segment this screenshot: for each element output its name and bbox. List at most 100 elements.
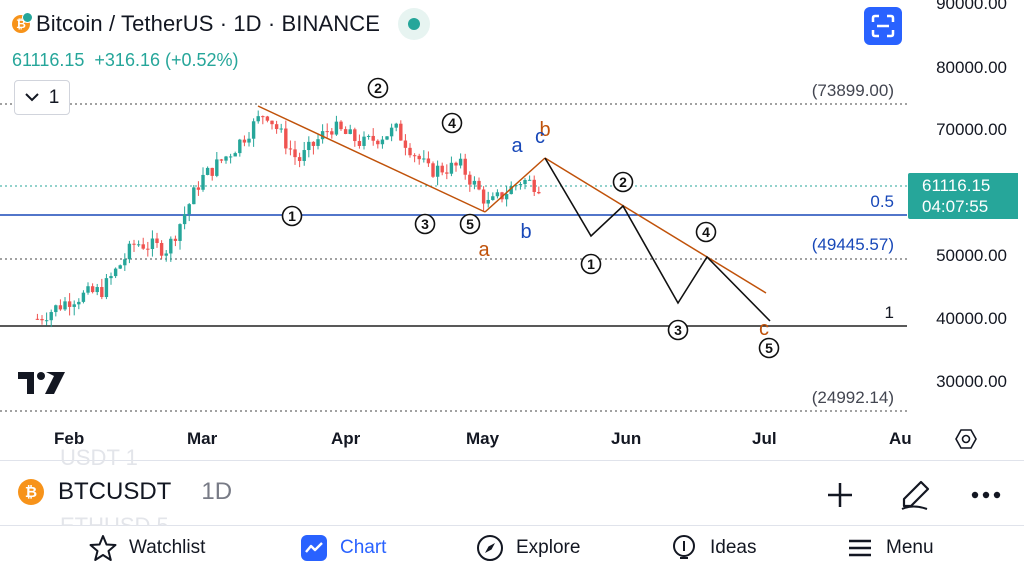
drawing-tools-button[interactable] [895, 475, 935, 515]
svg-text:2: 2 [619, 174, 627, 190]
candle-body [297, 157, 302, 161]
candle-body [141, 244, 145, 249]
svg-text:5: 5 [466, 216, 474, 232]
wave-label-wave-5-label: 5 [459, 213, 481, 235]
level-label-73899: (73899.00) [811, 81, 894, 100]
level-label-24992: (24992.14) [811, 388, 894, 407]
status-dot [408, 18, 420, 30]
candle-body [100, 287, 104, 298]
nav-ideas[interactable]: Ideas [670, 534, 756, 562]
candle-body [182, 214, 187, 225]
symbol-bar: USDT 1 ETHUSD 5 ₿ BTCUSDT 1D [0, 445, 1024, 538]
star-icon [89, 534, 117, 562]
candle-body [49, 312, 53, 321]
symbol-name[interactable]: BTCUSDT [58, 478, 172, 505]
candle-body [472, 180, 477, 185]
chart-settings-button[interactable] [954, 427, 978, 451]
wave-label-projected-wave-4: 4 [695, 221, 717, 243]
more-options-button[interactable] [966, 475, 1006, 515]
candle-body [366, 135, 371, 137]
add-button[interactable] [820, 475, 860, 515]
nav-label-ideas: Ideas [710, 537, 757, 558]
candle-body [458, 158, 463, 166]
candle-body [491, 196, 495, 200]
candle-body [449, 162, 454, 174]
nav-explore[interactable]: Explore [476, 534, 580, 562]
candle-body [389, 127, 394, 137]
fullscreen-button[interactable] [864, 7, 902, 45]
wave-letter-c-blue: c [535, 126, 545, 148]
candle-body [81, 292, 86, 302]
candle-body [219, 159, 224, 161]
candle-body [440, 165, 444, 173]
candle-body [164, 253, 168, 256]
y-tick-40000: 40000.00 [936, 309, 1007, 328]
candle-body [228, 156, 233, 158]
chart-title[interactable]: Bitcoin / TetherUS · 1D · BINANCE [36, 11, 380, 36]
tradingview-logo-icon [18, 370, 66, 401]
nav-label-explore: Explore [516, 537, 581, 558]
candle-body [104, 278, 109, 298]
x-tick-aug: Au [889, 429, 912, 448]
nav-watchlist[interactable]: Watchlist [89, 534, 205, 562]
candle-body [67, 301, 72, 307]
candle-body [477, 180, 481, 190]
market-status-icon[interactable] [398, 8, 430, 40]
candle-body [242, 139, 247, 143]
candle-body [247, 138, 251, 143]
candle-body [256, 116, 260, 122]
candle-body [481, 189, 486, 204]
candle-body [201, 174, 205, 190]
y-tick-80000: 80000.00 [936, 58, 1007, 77]
current-price-tag: 61116.15 04:07:55 [908, 173, 1018, 219]
candle-body [537, 191, 541, 194]
candle-body [35, 318, 40, 320]
nav-menu[interactable]: Menu [846, 534, 934, 562]
candle-body [371, 135, 375, 141]
svg-text:4: 4 [448, 115, 456, 131]
y-tick-50000: 50000.00 [936, 246, 1007, 265]
more-dots-icon [971, 491, 1001, 499]
y-tick-70000: 70000.00 [936, 120, 1007, 139]
svg-text:3: 3 [421, 216, 429, 232]
bitcoin-glyph: ₿ [24, 483, 38, 501]
candle-body [63, 301, 67, 310]
candles-group [35, 110, 541, 328]
projected-wave-path [544, 157, 771, 322]
candle-body [279, 128, 283, 130]
candle-body [265, 116, 270, 121]
trendline-bounce [484, 157, 546, 213]
candle-body [95, 287, 99, 293]
candle-body [403, 140, 408, 148]
x-tick-may: May [466, 429, 500, 448]
nav-chart[interactable]: Chart [300, 534, 386, 562]
candle-body [532, 179, 536, 192]
current-price-value: 61116.15 [922, 176, 991, 195]
candle-body [486, 199, 490, 204]
interval-label[interactable]: 1D [201, 478, 233, 505]
candle-body [302, 150, 306, 161]
candle-body [325, 131, 329, 133]
last-price: 61116.15 [12, 50, 85, 70]
x-tick-jul: Jul [752, 429, 777, 448]
plus-icon [828, 483, 852, 507]
candle-body [238, 139, 242, 154]
candle-body [136, 244, 141, 246]
candle-body [316, 139, 320, 146]
x-tick-jun: Jun [611, 429, 642, 448]
wave-label-projected-wave-3: 3 [667, 319, 689, 341]
price-change: +316.16 (+0.52%) [94, 50, 239, 70]
ghost-symbol-above: USDT 1 [60, 445, 138, 470]
indicator-count: 1 [48, 86, 60, 108]
candle-body [399, 123, 403, 141]
candle-body [224, 156, 228, 161]
candle-body [173, 238, 178, 241]
indicator-toggle-button[interactable]: 1 [14, 80, 70, 115]
wave-letter-c-orange: c [759, 318, 769, 340]
wave-label-wave-1-label: 1 [281, 205, 303, 227]
candle-body [311, 141, 316, 146]
symbol-selector[interactable]: ₿ BTCUSDT 1D [18, 478, 232, 506]
